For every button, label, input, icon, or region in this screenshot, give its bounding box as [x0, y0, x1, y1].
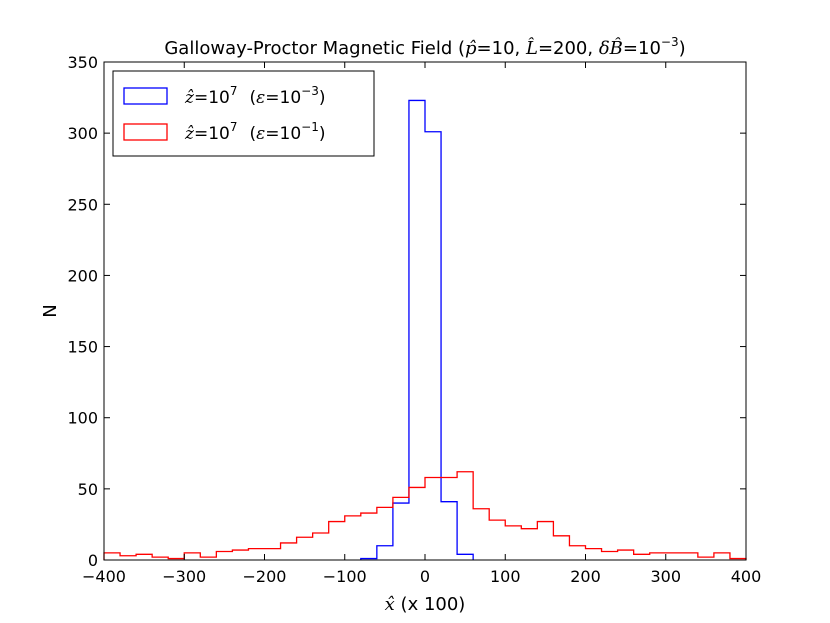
histogram-bin [232, 550, 248, 560]
histogram-bin [361, 513, 377, 560]
histogram-bin [553, 536, 569, 560]
legend-label-eps-1e-3: ẑ=107 (ε=10−3) [184, 84, 326, 108]
histogram-bin [393, 497, 409, 560]
histogram-bin [473, 509, 489, 560]
x-tick-label: 400 [731, 567, 762, 586]
legend-swatch-eps-1e-1 [123, 123, 168, 141]
x-tick-label: 100 [490, 567, 521, 586]
histogram-bin [409, 487, 425, 560]
tick-layer: −400 −300 −200 −100 0 100 200 300 400 0 50 100 150 20… [67, 53, 761, 586]
histogram-bin [586, 549, 602, 560]
histogram-bin [489, 520, 505, 560]
histogram-bin [682, 553, 698, 560]
legend-label-eps-1e-1: ẑ=107 (ε=10−1) [184, 120, 326, 144]
legend-swatch-eps-1e-3 [123, 87, 168, 105]
histogram-bin [184, 553, 200, 560]
plot-frame [103, 61, 747, 561]
histogram-bin [377, 507, 393, 560]
histogram-bin [345, 516, 361, 560]
histogram-bin [666, 553, 682, 560]
histogram-bin [457, 472, 473, 560]
series-0 [360, 99, 474, 560]
histogram-bin [120, 556, 136, 560]
histogram-bin [248, 549, 264, 560]
y-axis-label: N [40, 304, 61, 317]
histogram-bin [602, 551, 618, 560]
x-tick-label: −200 [243, 567, 287, 586]
x-tick-label: −300 [162, 567, 206, 586]
y-tick-label: 250 [67, 195, 98, 214]
histogram-bin [216, 551, 232, 560]
y-tick-label: 50 [78, 480, 98, 499]
legend: ẑ=107 (ε=10−3) ẑ=107 (ε=10−1) [112, 70, 375, 157]
histogram-bin [521, 529, 537, 560]
histogram-bin [569, 546, 585, 560]
histogram-bin [634, 554, 650, 560]
histogram-bin [313, 533, 329, 560]
histogram-bin [104, 553, 120, 560]
y-tick-label: 0 [88, 551, 98, 570]
histogram-bin [425, 477, 441, 560]
x-tick-label: −400 [82, 567, 126, 586]
histogram-bin [714, 553, 730, 560]
histogram-step-line-0 [360, 99, 474, 560]
series-layer [103, 99, 747, 560]
series-1 [103, 471, 747, 560]
histogram-bin [297, 537, 313, 560]
histogram-bin [281, 543, 297, 560]
histogram-bin [505, 526, 521, 560]
histogram-bin [265, 549, 281, 560]
chart-title: Galloway-Proctor Magnetic Field (p̂=10, … [164, 35, 685, 59]
x-tick-label: −100 [323, 567, 367, 586]
histogram-bin [650, 553, 666, 560]
histogram-bin [618, 550, 634, 560]
y-tick-label: 150 [67, 338, 98, 357]
histogram-bin [136, 554, 152, 560]
x-tick-label: 300 [650, 567, 681, 586]
y-tick-label: 100 [67, 409, 98, 428]
x-axis-label: x̂ (x 100) [385, 594, 466, 615]
histogram-bin [329, 522, 345, 560]
y-tick-label: 200 [67, 266, 98, 285]
x-tick-label: 0 [420, 567, 430, 586]
histogram-bin [537, 522, 553, 560]
y-tick-label: 300 [67, 124, 98, 143]
legend-box [112, 70, 375, 157]
histogram-bin [441, 477, 457, 560]
histogram-step-line-1 [103, 471, 747, 560]
x-tick-label: 200 [570, 567, 601, 586]
y-tick-label: 350 [67, 53, 98, 72]
